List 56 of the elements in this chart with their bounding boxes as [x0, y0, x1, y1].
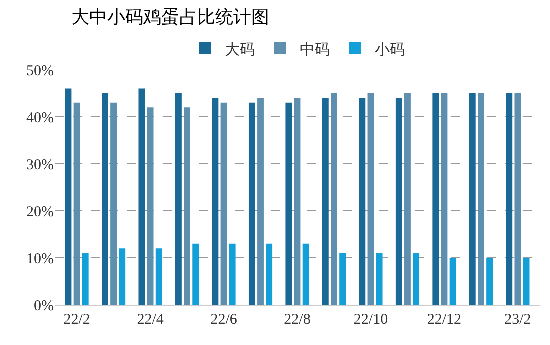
- bar: [184, 108, 190, 305]
- bar: [441, 94, 448, 305]
- bar: [175, 94, 182, 305]
- bar: [450, 258, 456, 305]
- bar: [322, 98, 329, 305]
- bar: [404, 94, 411, 305]
- y-tick-label: 0%: [34, 298, 54, 314]
- bar: [396, 98, 402, 305]
- bar: [331, 94, 338, 305]
- x-tick-label: 22/2: [64, 312, 90, 328]
- bar: [514, 94, 522, 305]
- bar: [220, 102, 228, 305]
- bar: [110, 102, 117, 305]
- x-tick-label: 22/10: [354, 312, 388, 328]
- bar: [340, 253, 346, 305]
- bar: [376, 253, 383, 305]
- bar: [82, 253, 89, 305]
- chart-title: 大中小码鸡蛋占比统计图: [72, 6, 270, 27]
- bar: [486, 258, 493, 305]
- bar: [119, 248, 126, 305]
- y-tick-label: 20%: [26, 204, 54, 220]
- x-tick-label: 23/2: [504, 312, 532, 328]
- legend-label: 大码: [225, 41, 255, 58]
- bar: [212, 98, 219, 305]
- bar: [286, 102, 292, 305]
- bar: [192, 244, 200, 305]
- bar: [469, 94, 476, 305]
- bar: [413, 253, 420, 305]
- x-tick-label: 22/6: [210, 312, 238, 328]
- bar: [74, 102, 80, 305]
- bar: [229, 244, 236, 305]
- bar: [248, 102, 256, 305]
- bar: [523, 258, 530, 305]
- bar: [147, 108, 154, 305]
- legend-label: 中码: [300, 41, 330, 58]
- legend-label: 小码: [375, 41, 405, 58]
- bar: [302, 244, 310, 305]
- y-tick-label: 30%: [26, 157, 54, 174]
- bar: [266, 244, 273, 305]
- bar: [156, 248, 162, 305]
- x-tick-label: 22/4: [137, 312, 164, 328]
- bar: [102, 94, 108, 305]
- bar: [478, 94, 484, 305]
- x-tick-label: 22/12: [427, 312, 462, 328]
- bar: [258, 98, 264, 305]
- bar: [138, 88, 146, 305]
- bar: [432, 94, 440, 305]
- y-tick-label: 40%: [26, 110, 54, 126]
- y-tick-label: 50%: [26, 63, 54, 80]
- bar: [368, 94, 374, 305]
- bar: [359, 98, 366, 305]
- bar: [506, 94, 513, 305]
- bar: [294, 98, 301, 305]
- bar: [65, 88, 72, 305]
- y-tick-label: 10%: [26, 251, 54, 268]
- x-tick-label: 22/8: [284, 312, 311, 328]
